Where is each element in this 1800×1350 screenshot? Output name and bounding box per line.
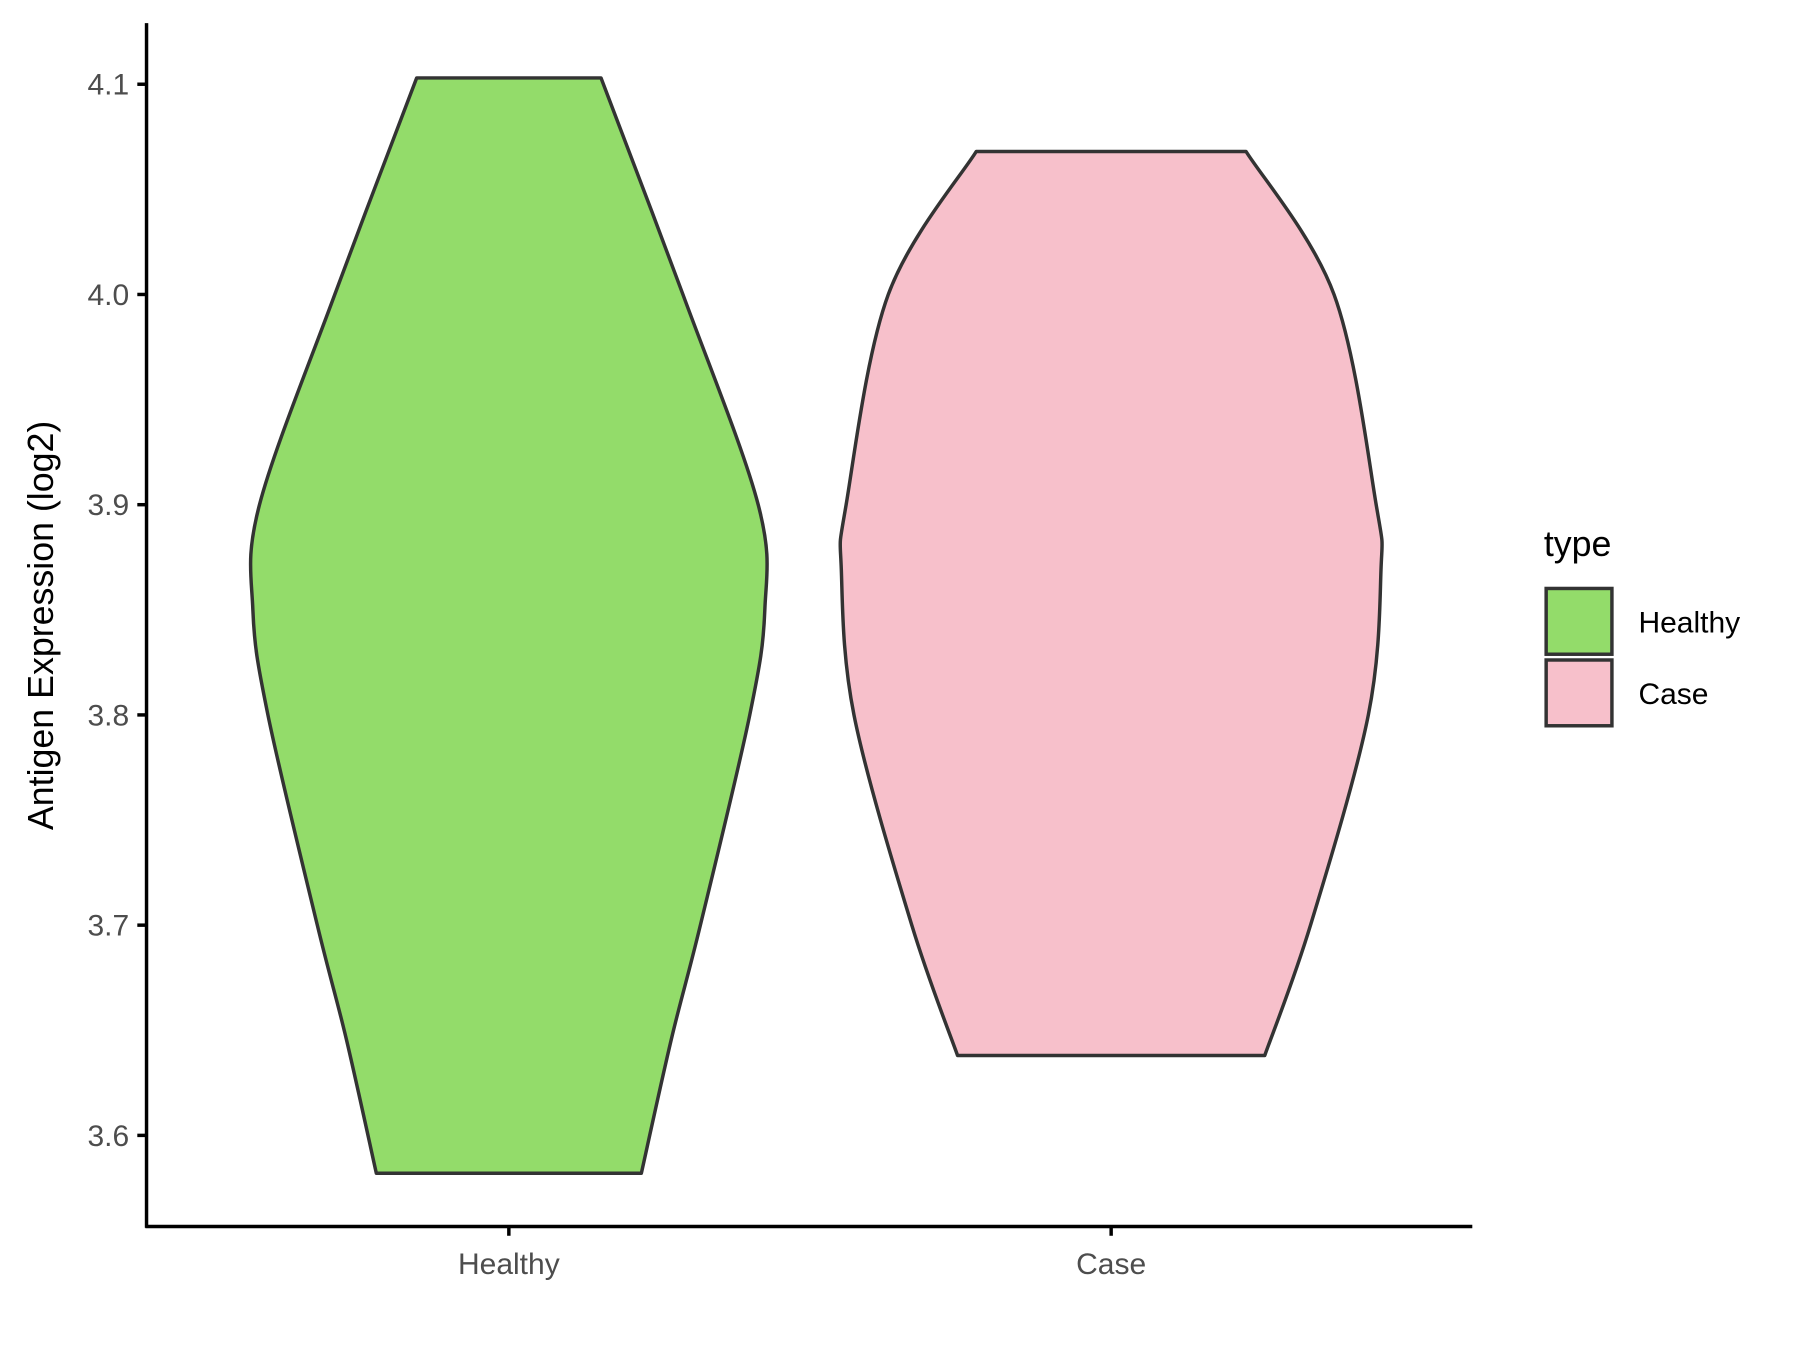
y-tick-label: 3.8 <box>88 699 130 732</box>
x-tick-label: Case <box>1076 1248 1146 1281</box>
violins <box>248 76 1384 1175</box>
y-tick-label: 3.6 <box>88 1120 130 1153</box>
legend-swatch-case <box>1544 658 1614 728</box>
y-tick-label: 3.9 <box>88 489 130 522</box>
y-axis-title: Antigen Expression (log2) <box>21 421 61 830</box>
y-ticks: 3.6 3.7 3.8 3.9 4.0 4.1 <box>88 69 147 1153</box>
x-ticks: Healthy Case <box>458 1226 1146 1281</box>
y-tick-label: 3.7 <box>88 910 130 943</box>
legend-swatch-healthy <box>1544 586 1614 656</box>
x-tick-label: Healthy <box>458 1248 560 1281</box>
legend-label: Healthy <box>1638 606 1740 639</box>
legend-label: Case <box>1638 678 1708 711</box>
legend: type Healthy Case <box>1544 524 1740 728</box>
y-tick-label: 4.1 <box>88 69 130 102</box>
violin-case <box>838 149 1384 1058</box>
y-tick-label: 4.0 <box>88 279 130 312</box>
violin-healthy <box>248 76 769 1175</box>
legend-title: type <box>1544 524 1612 564</box>
